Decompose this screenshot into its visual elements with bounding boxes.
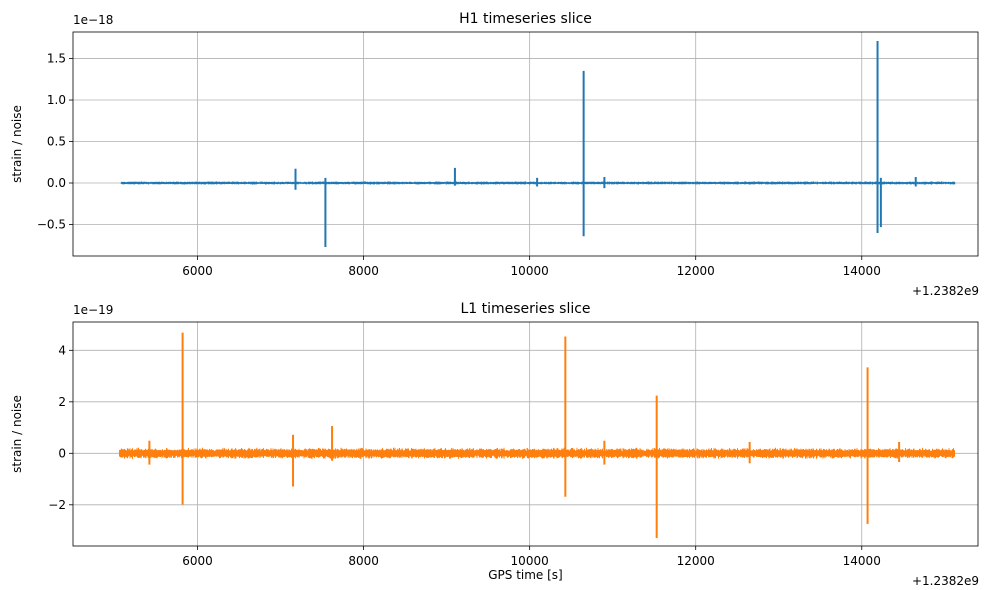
l1-series [119, 332, 955, 538]
h1-y-tick-label: 0.5 [47, 135, 66, 149]
l1-x-tick-label: 10000 [511, 554, 549, 568]
h1-x-tick-label: 8000 [348, 264, 379, 278]
h1-panel: 6000 8000 10000 12000 14000 −0.5 0.0 0.5 1.0 1.5… [10, 11, 979, 298]
h1-y-axis-label: strain / noise [10, 105, 24, 183]
l1-x-axis-label: GPS time [s] [488, 568, 563, 582]
h1-y-tick-label: 1.0 [47, 93, 66, 107]
h1-x-tick-label: 12000 [677, 264, 715, 278]
h1-y-tick-label: 1.5 [47, 52, 66, 66]
h1-series [120, 40, 956, 248]
h1-x-offset-label: +1.2382e9 [912, 284, 979, 298]
l1-x-tick-label: 14000 [843, 554, 881, 568]
l1-x-ticks: 6000 8000 10000 12000 14000 [182, 546, 881, 568]
l1-axes-frame [72, 321, 979, 547]
h1-x-tick-label: 14000 [843, 264, 881, 278]
h1-y-tick-label: −0.5 [37, 217, 66, 231]
h1-chart-title: H1 timeseries slice [459, 11, 592, 27]
h1-y-exponent-label: 1e−18 [73, 13, 113, 27]
l1-y-tick-label: −2 [48, 498, 66, 512]
l1-x-tick-label: 12000 [677, 554, 715, 568]
h1-x-tick-label: 10000 [511, 264, 549, 278]
l1-panel: 6000 8000 10000 12000 14000 −2 0 2 4 L1 timeser… [10, 301, 979, 588]
h1-x-tick-label: 6000 [182, 264, 213, 278]
l1-x-tick-label: 8000 [348, 554, 379, 568]
l1-y-ticks: −2 0 2 4 [48, 343, 73, 512]
l1-x-tick-label: 6000 [182, 554, 213, 568]
l1-y-tick-label: 0 [58, 446, 66, 460]
h1-y-tick-label: 0.0 [47, 176, 66, 190]
l1-noise-trace [119, 447, 955, 459]
l1-y-exponent-label: 1e−19 [73, 303, 113, 317]
l1-y-axis-label: strain / noise [10, 395, 24, 473]
l1-y-tick-label: 2 [58, 395, 66, 409]
l1-y-tick-label: 4 [58, 343, 66, 357]
l1-x-offset-label: +1.2382e9 [912, 574, 979, 588]
h1-y-ticks: −0.5 0.0 0.5 1.0 1.5 [37, 52, 73, 231]
l1-chart-title: L1 timeseries slice [460, 301, 590, 317]
h1-axes-frame [72, 31, 979, 257]
h1-x-ticks: 6000 8000 10000 12000 14000 [182, 256, 881, 278]
